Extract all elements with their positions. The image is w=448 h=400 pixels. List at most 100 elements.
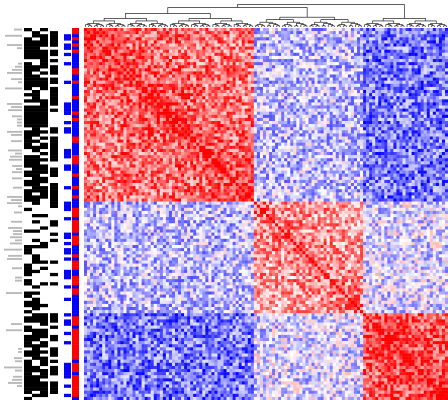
heatmap-cell (281, 52, 285, 57)
heatmap-cell (326, 46, 330, 50)
annotation-black-cell (40, 393, 48, 398)
heatmap-cell (187, 130, 191, 134)
heatmap-cell (444, 93, 448, 97)
heatmap-cell (420, 108, 424, 112)
heatmap-cell (350, 52, 355, 57)
heatmap-cell (305, 83, 309, 88)
heatmap-cell (357, 80, 361, 84)
heatmap-cell (344, 86, 349, 91)
heatmap-cell (308, 114, 312, 119)
heatmap-cell (181, 114, 185, 119)
annotation-redblue-cell (72, 372, 79, 376)
heatmap-cell (317, 77, 321, 81)
heatmap-cell (196, 83, 200, 88)
annotation-redblue-cell (72, 117, 79, 122)
heatmap-cell (129, 71, 133, 75)
heatmap-cell (150, 130, 154, 134)
heatmap-cell (396, 83, 400, 88)
heatmap-cell (199, 102, 203, 106)
annotation-black-cell (40, 245, 48, 249)
heatmap-cell (87, 111, 91, 115)
heatmap-cell (287, 121, 291, 125)
heatmap-cell (120, 71, 124, 75)
heatmap-cell (135, 124, 139, 128)
heatmap-cell (126, 133, 130, 137)
heatmap-cell (323, 31, 327, 35)
heatmap-cell (420, 117, 424, 122)
heatmap-cell (444, 34, 448, 38)
heatmap-cell (390, 71, 394, 75)
heatmap-cell (108, 31, 112, 35)
heatmap-cell (175, 34, 179, 38)
heatmap-cell (341, 93, 346, 97)
heatmap-cell (117, 105, 121, 109)
heatmap-cell (181, 59, 185, 63)
heatmap-cell (360, 74, 364, 78)
heatmap-cell (353, 62, 358, 66)
heatmap-cell (247, 93, 251, 97)
heatmap-cell (432, 83, 437, 88)
heatmap-cell (102, 117, 106, 122)
heatmap-cell (275, 90, 279, 94)
heatmap-cell (105, 80, 109, 84)
annotation-black-cell (32, 313, 40, 317)
heatmap-cell (165, 31, 170, 35)
heatmap-cell (332, 28, 336, 32)
annotation-black-cell (24, 133, 32, 137)
heatmap-cell (247, 105, 251, 109)
heatmap-cell (220, 90, 224, 94)
heatmap-cell (350, 96, 355, 100)
heatmap-cell (347, 74, 352, 78)
heatmap-cell (226, 108, 230, 112)
heatmap-cell (141, 31, 145, 35)
annotation-black-cell (24, 362, 32, 367)
annotation-black-cell (50, 170, 58, 174)
heatmap-cell (420, 46, 424, 50)
annotation-black-cell (32, 170, 40, 174)
heatmap-cell (353, 80, 358, 84)
heatmap-cell (438, 28, 443, 32)
heatmap-cell (405, 90, 409, 94)
heatmap-cell (314, 130, 318, 134)
heatmap-cell (432, 130, 437, 134)
annotation-black-cell (50, 167, 58, 171)
heatmap-cell (235, 108, 239, 112)
heatmap-cell (317, 124, 321, 128)
heatmap-cell (293, 31, 297, 35)
heatmap-cell (366, 68, 370, 72)
heatmap-cell (329, 71, 333, 75)
heatmap-cell (87, 49, 91, 53)
heatmap-cell (153, 93, 157, 97)
heatmap-cell (402, 83, 406, 88)
heatmap-cell (253, 111, 258, 115)
heatmap-cell (347, 111, 352, 115)
heatmap-cell (299, 93, 303, 97)
annotation-black-cell (50, 52, 58, 57)
heatmap-cell (211, 62, 215, 66)
heatmap-cell (150, 133, 154, 137)
heatmap-cell (423, 121, 427, 125)
annotation-redblue-cell (72, 294, 79, 298)
heatmap-cell (366, 105, 370, 109)
heatmap-cell (420, 121, 424, 125)
heatmap-cell (308, 83, 312, 88)
heatmap-cell (150, 111, 154, 115)
heatmap-cell (372, 40, 376, 44)
heatmap-cell (423, 111, 427, 115)
heatmap-cell (414, 65, 418, 69)
heatmap-cell (320, 90, 324, 94)
heatmap-cell (162, 121, 167, 125)
heatmap-cell (308, 124, 312, 128)
heatmap-cell (266, 96, 270, 100)
heatmap-cell (165, 49, 170, 53)
heatmap-cell (193, 37, 197, 41)
heatmap-cell (217, 28, 221, 32)
heatmap-cell (293, 49, 297, 53)
heatmap-cell (147, 31, 151, 35)
heatmap-cell (138, 117, 142, 122)
heatmap-cell (311, 102, 315, 106)
heatmap-cell (266, 52, 270, 57)
heatmap-cell (138, 28, 142, 32)
heatmap-cell (190, 111, 194, 115)
annotation-black-cell (40, 260, 48, 264)
